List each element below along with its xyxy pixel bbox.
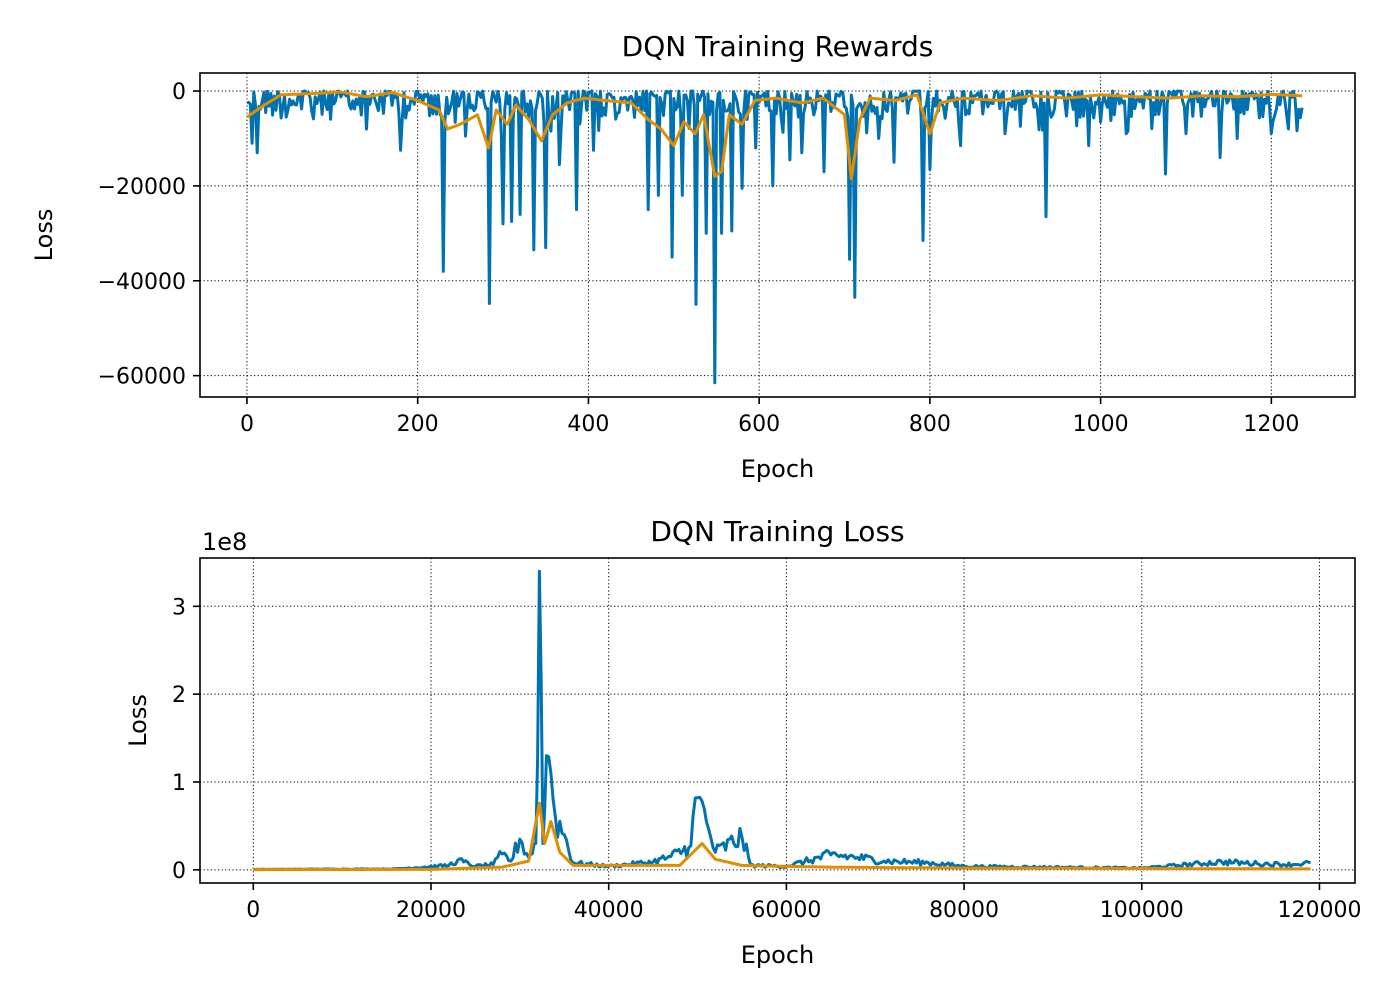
series-line-raw	[246, 89, 1304, 385]
x-tick-label: 80000	[929, 898, 999, 923]
x-tick-label: 200	[397, 412, 439, 437]
x-tick-label: 120000	[1277, 898, 1361, 923]
x-tick-label: 1200	[1243, 412, 1299, 437]
y-tick-label: −20000	[98, 175, 186, 200]
x-tick-label: 100000	[1100, 898, 1184, 923]
x-tick-label: 20000	[396, 898, 466, 923]
y-tick-label: −60000	[98, 365, 186, 390]
y-tick-label: 3	[172, 595, 186, 620]
series-line-raw	[253, 569, 1312, 871]
y-offset-label: 1e8	[202, 528, 247, 556]
series-line-smoothed	[246, 90, 1303, 181]
x-tick-label: 0	[246, 898, 260, 923]
x-tick-label: 1000	[1073, 412, 1129, 437]
plot-area	[246, 89, 1304, 385]
x-tick-label: 800	[909, 412, 951, 437]
chart-title: DQN Training Loss	[650, 515, 904, 548]
x-axis-label: Epoch	[741, 941, 815, 969]
y-axis-label: Loss	[124, 694, 152, 747]
y-axis-label: Loss	[30, 209, 58, 262]
axes-frame	[199, 72, 1356, 398]
y-tick-label: 2	[172, 683, 186, 708]
x-tick-label: 0	[240, 412, 254, 437]
y-tick-label: 0	[172, 80, 186, 105]
x-tick-label: 400	[567, 412, 609, 437]
x-axis-label: Epoch	[741, 455, 815, 483]
axes-frame	[199, 557, 1356, 884]
chart-title: DQN Training Rewards	[622, 30, 934, 63]
y-tick-label: 0	[172, 859, 186, 884]
x-tick-label: 600	[738, 412, 780, 437]
series-line-smoothed	[253, 801, 1311, 872]
x-tick-label: 60000	[751, 898, 821, 923]
x-tick-label: 40000	[574, 898, 644, 923]
loss-axes: 0 20000 40000 60000 80000 100000 120000 0 1 2 3 DQN…	[124, 515, 1361, 969]
plot-area	[253, 569, 1312, 872]
y-tick-label: 1	[172, 771, 186, 796]
y-tick-label: −40000	[98, 270, 186, 295]
rewards-axes: 0 200 400 600 800 1000 1200 0 −20000 −40000 −60000…	[30, 30, 1356, 483]
